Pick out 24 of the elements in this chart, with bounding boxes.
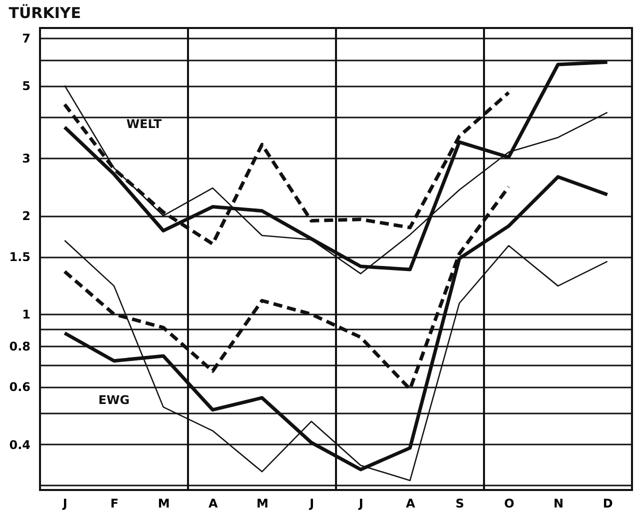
x-tick-label: J: [62, 496, 68, 510]
y-tick-label: 7: [22, 31, 30, 46]
x-tick-label: A: [208, 496, 219, 510]
x-tick-label: A: [406, 496, 416, 510]
x-tick-label: S: [456, 496, 464, 510]
x-tick-label: O: [504, 496, 514, 510]
y-tick-label: 0.8: [9, 339, 30, 354]
y-tick-label: 0.6: [9, 380, 30, 394]
y-tick-label: 3: [22, 152, 30, 166]
annotation: EWG: [98, 393, 130, 407]
y-tick-label: 1: [22, 308, 30, 322]
chart-title: TÜRKIYE: [8, 4, 82, 22]
x-tick-label: N: [553, 496, 564, 510]
x-tick-label: D: [602, 496, 613, 510]
x-tick-label: J: [308, 496, 314, 510]
x-tick-label: M: [256, 496, 268, 510]
annotation: WELT: [126, 117, 162, 131]
x-tick-label: J: [358, 496, 364, 510]
y-tick-label: 2: [22, 209, 30, 224]
y-tick-label: 0.4: [9, 438, 30, 452]
y-tick-label: 1.5: [9, 250, 30, 264]
y-tick-label: 5: [22, 79, 30, 94]
x-tick-label: M: [158, 496, 170, 510]
x-tick-label: F: [110, 496, 119, 510]
